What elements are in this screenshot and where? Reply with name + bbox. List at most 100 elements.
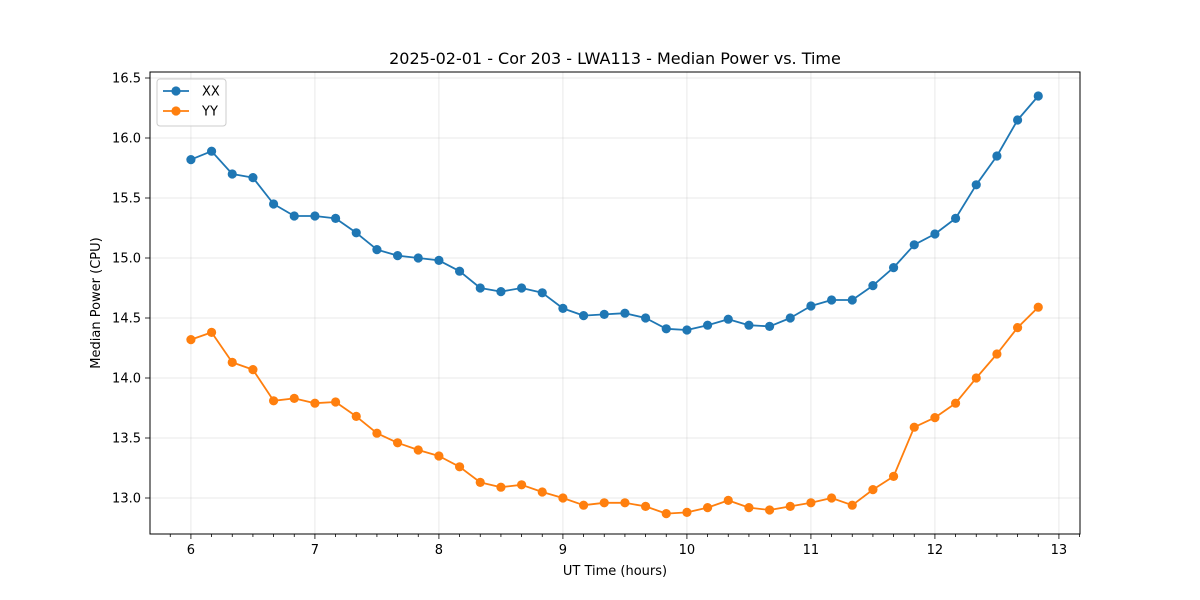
data-point-xx xyxy=(764,321,775,331)
data-point-xx xyxy=(640,313,651,323)
data-point-yy xyxy=(310,398,320,408)
data-point-xx xyxy=(268,199,279,209)
data-point-xx xyxy=(826,295,837,305)
data-point-yy xyxy=(723,495,733,505)
data-point-yy xyxy=(351,411,361,421)
data-point-xx xyxy=(888,263,899,273)
data-point-yy xyxy=(950,398,961,408)
data-point-xx xyxy=(310,211,320,221)
data-point-yy xyxy=(847,500,857,510)
data-point-yy xyxy=(392,438,403,448)
legend-label-yy: YY xyxy=(201,105,218,120)
data-point-xx xyxy=(785,313,795,323)
data-point-xx xyxy=(475,283,485,293)
data-point-xx xyxy=(806,301,816,311)
data-point-xx xyxy=(413,253,423,263)
y-axis-label: Median Power (CPU) xyxy=(89,237,104,368)
data-point-xx xyxy=(702,320,713,330)
series-xx xyxy=(186,91,1043,335)
y-tick-label: 14.5 xyxy=(112,312,141,327)
data-point-xx xyxy=(847,295,857,305)
data-point-yy xyxy=(682,507,692,517)
series-yy xyxy=(186,302,1043,519)
data-point-xx xyxy=(1012,115,1023,125)
data-point-yy xyxy=(599,498,609,508)
chart-title: 2025-02-01 - Cor 203 - LWA113 - Median P… xyxy=(389,49,841,68)
data-point-yy xyxy=(1012,323,1023,333)
x-tick-label: 6 xyxy=(187,543,195,558)
data-point-xx xyxy=(186,155,196,165)
data-point-yy xyxy=(496,482,506,492)
data-point-yy xyxy=(558,493,568,503)
data-point-yy xyxy=(289,393,299,403)
data-point-yy xyxy=(909,422,919,432)
data-point-xx xyxy=(971,180,981,190)
data-point-xx xyxy=(496,287,506,297)
data-point-xx xyxy=(723,314,733,324)
data-point-xx xyxy=(1033,91,1043,101)
data-point-yy xyxy=(620,498,630,508)
data-point-yy xyxy=(992,349,1002,359)
plot-frame xyxy=(149,71,1081,535)
x-tick-label: 7 xyxy=(311,543,319,558)
data-point-yy xyxy=(826,493,837,503)
x-tick-label: 12 xyxy=(927,543,944,558)
data-point-xx xyxy=(558,303,568,313)
data-point-yy xyxy=(454,462,465,472)
data-point-xx xyxy=(454,266,465,276)
data-point-xx xyxy=(537,288,547,298)
data-point-yy xyxy=(248,365,258,375)
data-point-yy xyxy=(413,445,423,455)
y-tick-label: 15.0 xyxy=(112,252,141,267)
y-tick-label: 15.5 xyxy=(112,192,141,207)
legend-marker-xx xyxy=(171,86,181,96)
data-point-yy xyxy=(206,327,217,337)
data-point-yy xyxy=(578,500,589,510)
data-point-yy xyxy=(888,471,899,481)
data-point-yy xyxy=(516,480,527,490)
legend-label-xx: XX xyxy=(202,85,220,100)
y-tick-label: 14.0 xyxy=(112,372,141,387)
data-point-xx xyxy=(330,213,341,223)
x-tick-label: 13 xyxy=(1051,543,1068,558)
data-point-xx xyxy=(392,251,403,261)
data-point-yy xyxy=(268,396,279,406)
data-point-xx xyxy=(206,146,217,156)
series-layer xyxy=(186,91,1043,519)
data-point-yy xyxy=(702,503,713,513)
y-tick-label: 16.5 xyxy=(112,72,141,87)
data-point-xx xyxy=(930,229,940,239)
data-point-yy xyxy=(475,477,485,487)
data-point-xx xyxy=(516,283,527,293)
y-tick-label: 16.0 xyxy=(112,132,141,147)
x-tick-label: 11 xyxy=(803,543,820,558)
data-point-xx xyxy=(434,255,444,265)
x-tick-label: 8 xyxy=(435,543,443,558)
data-point-yy xyxy=(330,397,341,407)
data-point-xx xyxy=(992,151,1002,161)
data-point-yy xyxy=(186,335,196,345)
data-point-xx xyxy=(744,320,754,330)
data-point-yy xyxy=(971,373,981,383)
data-point-xx xyxy=(227,169,237,179)
data-point-xx xyxy=(909,240,919,250)
data-point-xx xyxy=(868,281,878,291)
data-point-xx xyxy=(289,211,299,221)
data-point-yy xyxy=(227,357,237,367)
data-point-yy xyxy=(806,498,816,508)
grid-layer xyxy=(150,72,1080,534)
data-point-xx xyxy=(248,173,258,183)
x-tick-label: 10 xyxy=(679,543,696,558)
x-tick-label: 9 xyxy=(559,543,567,558)
legend: XX YY xyxy=(156,78,227,127)
data-point-xx xyxy=(682,325,692,335)
data-point-yy xyxy=(785,501,795,511)
data-point-yy xyxy=(372,428,382,438)
tick-layer: 6 7 8 9 10 11 12 13 13.0 13.5 14.0 14.5 15.0 15.5 16.0… xyxy=(112,72,1080,558)
data-point-yy xyxy=(537,487,547,497)
data-point-yy xyxy=(868,485,878,495)
data-point-yy xyxy=(661,508,671,519)
data-point-xx xyxy=(661,324,671,334)
